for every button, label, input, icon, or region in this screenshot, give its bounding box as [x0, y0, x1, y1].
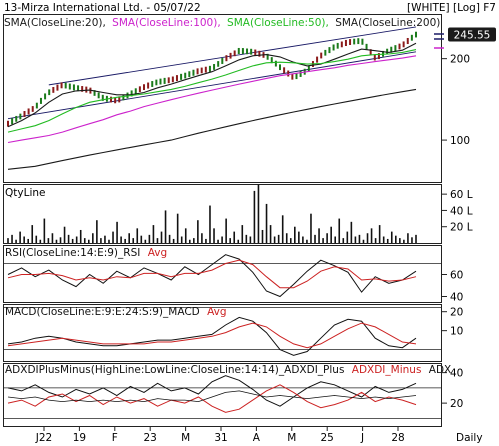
- x-axis: J22 19 F 23 M 31 A M 25 J 28: [35, 427, 405, 444]
- volume-axis: 60 L 40 L 20 L: [441, 189, 473, 234]
- adx-adx-label: ADX: [429, 364, 451, 376]
- x-tick-label-8: 25: [321, 432, 334, 444]
- volume-title: QtyLine: [5, 187, 45, 199]
- adx-title: ADXDIPlusMinus(HighLine:LowLine:CloseLin…: [5, 364, 451, 376]
- sma50-line: [7, 49, 417, 133]
- legend-sma50: SMA(CloseLine:50),: [227, 17, 329, 29]
- macd-avg-line: [7, 322, 417, 349]
- last-price-label: 245.55: [454, 30, 491, 42]
- x-tick-label-2: F: [112, 432, 118, 444]
- macd-label: MACD(CloseLine:E:9:E:24:S:9)_MACD: [5, 306, 200, 318]
- x-tick-label-0: J22: [35, 432, 52, 444]
- macd-tick-label-1: 10: [450, 326, 463, 338]
- rsi-tick-label-0: 60: [450, 270, 463, 282]
- x-tick-label-1: 19: [73, 432, 86, 444]
- price-tick-label-100: 100: [450, 135, 470, 147]
- adx-label: ADXDIPlusMinus(HighLine:LowLine:CloseLin…: [5, 364, 344, 376]
- volume-plot: [7, 184, 417, 243]
- adx-plot: [4, 375, 441, 419]
- price-tick-200: 200: [441, 54, 470, 66]
- volume-tick-label-1: 40 L: [450, 205, 473, 217]
- x-tick-label-10: 28: [391, 432, 404, 444]
- volume-panel-frame: [3, 184, 442, 244]
- price-legend-swatches: [434, 33, 444, 49]
- x-tick-label-9: J: [360, 432, 364, 444]
- macd-avg-label: Avg: [207, 306, 226, 318]
- sma200-line: [7, 88, 417, 170]
- macd-macd-line: [7, 316, 417, 356]
- macd-panel-frame: [3, 304, 442, 362]
- adx-axis: 40 20: [441, 368, 463, 410]
- last-price-marker: 245.55: [448, 27, 496, 42]
- chart-title: 13-Mirza International Ltd. - 05/07/22: [4, 2, 201, 14]
- periodicity-label: Daily: [456, 432, 483, 444]
- rsi-title: RSI(CloseLine:14:E:9)_RSI Avg: [5, 247, 167, 259]
- price-tick-label-200: 200: [450, 54, 470, 66]
- macd-tick-label-0: 20: [450, 307, 463, 319]
- sma20-line: [7, 42, 417, 128]
- macd-plot: [4, 316, 441, 356]
- adx-adx-line: [7, 390, 417, 403]
- volume-tick-label-0: 60 L: [450, 189, 473, 201]
- x-tick-label-4: M: [181, 432, 190, 444]
- adx-panel-frame: [3, 363, 442, 427]
- x-tick-label-5: 31: [214, 432, 227, 444]
- macd-title: MACD(CloseLine:E:9:E:24:S:9)_MACD Avg: [5, 306, 227, 318]
- x-tick-label-3: 23: [144, 432, 157, 444]
- x-tick-label-7: M: [287, 432, 296, 444]
- sma100-line: [7, 55, 417, 144]
- rsi-tick-label-1: 40: [450, 292, 463, 304]
- rsi-avg-label: Avg: [148, 247, 167, 259]
- rsi-avg-line: [7, 259, 417, 289]
- adx-adxdi-minus-line: [7, 384, 417, 413]
- x-tick-label-6: A: [253, 432, 261, 444]
- price-plot: [7, 26, 417, 170]
- price-panel-frame: [3, 14, 442, 183]
- rsi-rsi-line: [7, 254, 417, 298]
- channel-upper: [48, 26, 417, 86]
- legend-sma100: SMA(CloseLine:100),: [112, 17, 221, 29]
- adx-minus-label: ADXDI_Minus: [352, 364, 422, 376]
- rsi-label: RSI(CloseLine:14:E:9)_RSI: [5, 247, 140, 259]
- legend-sma20: SMA(CloseLine:20),: [4, 17, 106, 29]
- rsi-plot: [4, 254, 441, 308]
- chart-mode: [WHITE] [Log] F7: [407, 2, 496, 14]
- volume-tick-label-2: 20 L: [450, 222, 473, 234]
- legend-sma200: SMA(CloseLine:200): [335, 17, 440, 29]
- last-price-box: [448, 27, 496, 42]
- price-tick-100: 100: [441, 135, 470, 147]
- rsi-axis: 60 40: [441, 270, 463, 304]
- price-legend: SMA(CloseLine:20), SMA(CloseLine:100), S…: [4, 17, 440, 29]
- adx-adxdi-plus-line: [7, 375, 417, 407]
- adx-tick-label-0: 40: [450, 368, 463, 380]
- adx-tick-label-1: 20: [450, 398, 463, 410]
